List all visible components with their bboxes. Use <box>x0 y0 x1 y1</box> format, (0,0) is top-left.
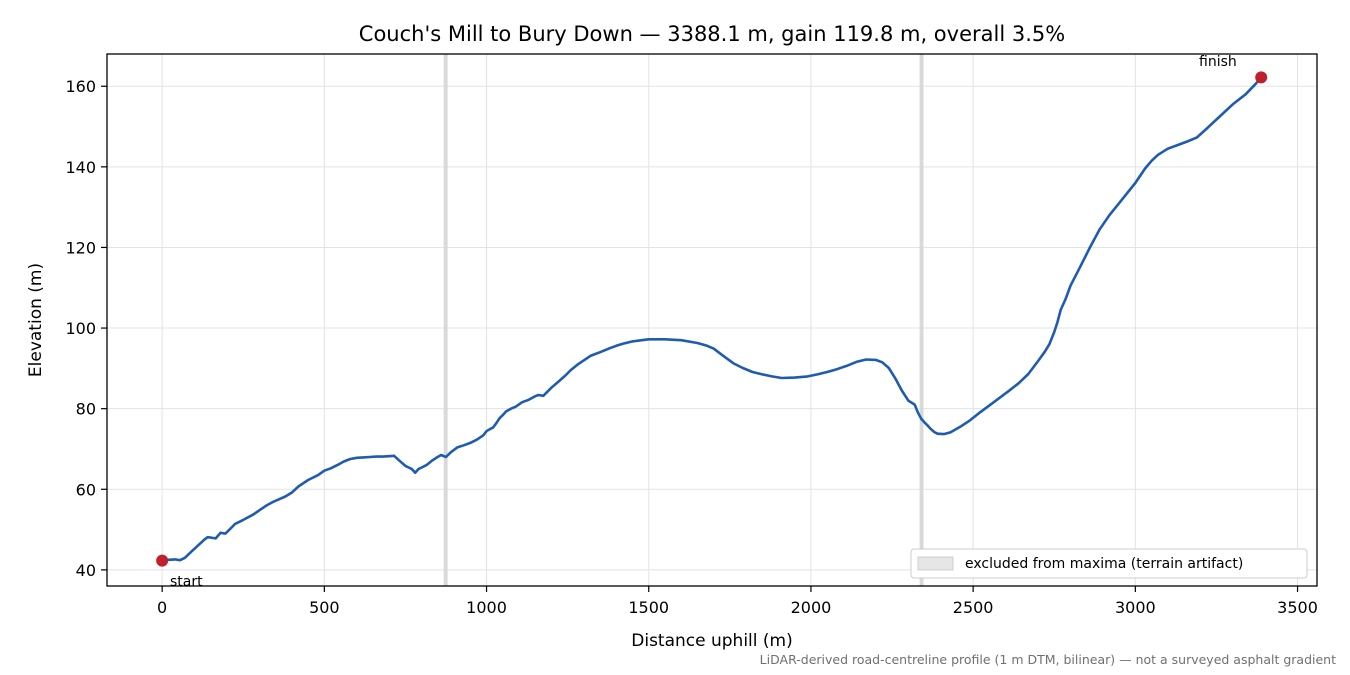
y-tick-label: 140 <box>65 158 96 177</box>
start-label: start <box>170 574 203 590</box>
y-tick-label: 80 <box>76 400 96 419</box>
x-tick-label: 2500 <box>953 598 994 617</box>
y-tick-label: 40 <box>76 561 96 580</box>
x-tick-label: 1000 <box>466 598 507 617</box>
legend: excluded from maxima (terrain artifact) <box>910 548 1308 579</box>
x-axis-label: Distance uphill (m) <box>631 631 792 651</box>
excluded-band <box>919 54 924 586</box>
footnote: LiDAR-derived road-centreline profile (1… <box>760 652 1336 667</box>
legend-swatch <box>917 556 954 571</box>
excluded-band <box>443 54 448 586</box>
finish-marker <box>1255 71 1268 84</box>
x-tick-label: 3500 <box>1277 598 1318 617</box>
y-tick-label: 160 <box>65 77 96 96</box>
x-tick-label: 3000 <box>1115 598 1156 617</box>
elevation-line <box>160 76 1263 562</box>
legend-box <box>910 548 1308 579</box>
x-tick-label: 0 <box>157 598 167 617</box>
x-tick-label: 2000 <box>791 598 832 617</box>
x-tick-label: 1500 <box>628 598 669 617</box>
y-tick-label: 100 <box>65 319 96 338</box>
y-axis-label: Elevation (m) <box>26 263 46 377</box>
marker-layer <box>156 71 1268 567</box>
start-marker <box>156 554 169 567</box>
plot-frame <box>106 53 1318 587</box>
finish-label: finish <box>1199 54 1237 70</box>
y-tick-label: 60 <box>76 480 96 499</box>
x-tick-label: 500 <box>309 598 340 617</box>
chart-title: Couch's Mill to Bury Down — 3388.1 m, ga… <box>359 22 1065 46</box>
legend-label: excluded from maxima (terrain artifact) <box>965 556 1243 572</box>
y-tick-label: 120 <box>65 238 96 257</box>
line-layer <box>160 76 1263 562</box>
excluded-bands <box>443 54 924 586</box>
grid-layer <box>107 54 1317 586</box>
tick-layer: 0 500 1000 1500 2000 2500 3000 3500 40 60 80 100 120… <box>65 77 1317 617</box>
